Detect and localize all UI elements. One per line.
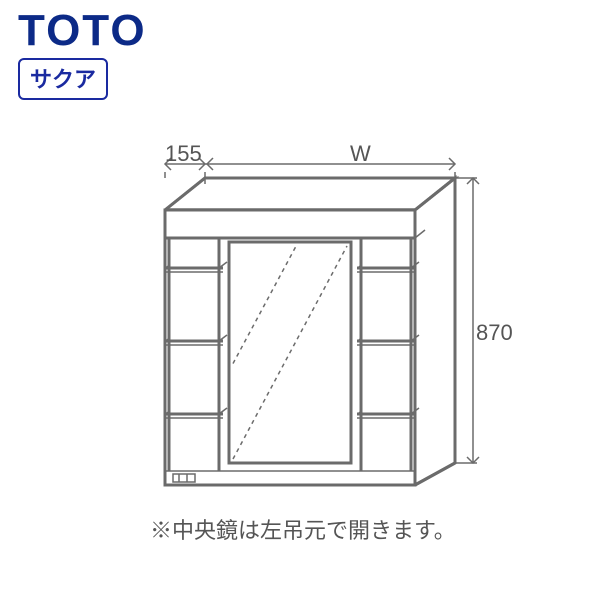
dim-height: 870	[476, 320, 513, 346]
series-badge: サクア	[18, 58, 108, 100]
dim-width: W	[350, 141, 371, 167]
brand-logo: TOTO	[18, 6, 147, 56]
diagram-stage: 155 W 870 ※中央鏡は左吊元で開きます。	[50, 105, 550, 575]
footnote: ※中央鏡は左吊元で開きます。	[150, 513, 456, 545]
dim-depth: 155	[165, 141, 202, 167]
